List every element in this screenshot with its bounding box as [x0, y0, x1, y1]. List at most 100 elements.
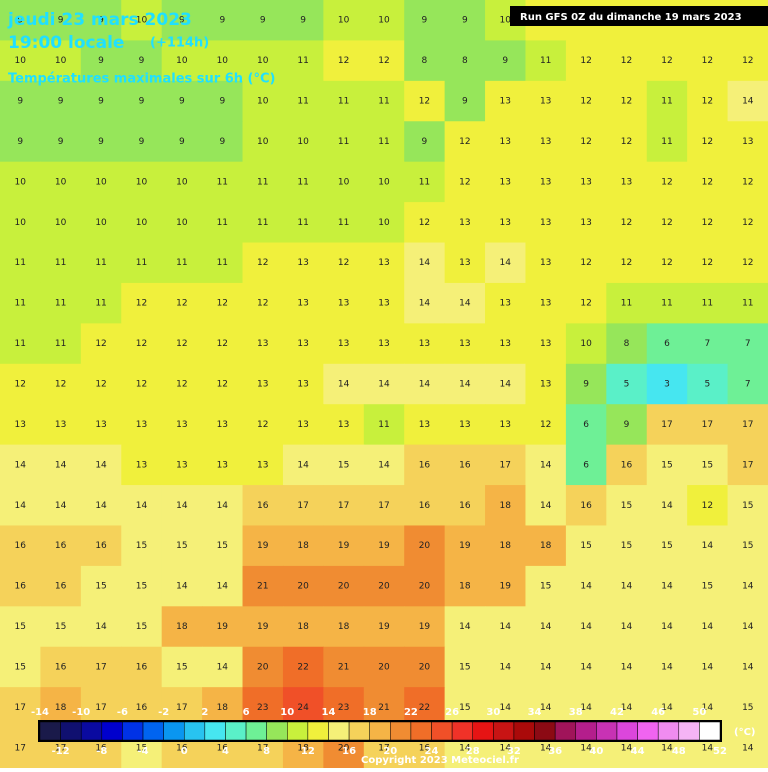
- temp-cell: [444, 606, 486, 648]
- temp-cell: [161, 202, 203, 244]
- temp-value: 10: [338, 16, 350, 26]
- temp-cell: [323, 282, 365, 324]
- temp-cell: [202, 80, 244, 122]
- temp-value: 10: [95, 218, 107, 228]
- temp-cell: [727, 323, 768, 365]
- scale-tick-bottom: 16: [342, 746, 356, 757]
- temp-cell: [363, 565, 405, 607]
- temp-cell: [0, 242, 41, 284]
- scale-swatch: [596, 721, 618, 741]
- scale-tick-bottom: 24: [425, 746, 439, 757]
- temp-value: 19: [338, 541, 350, 551]
- temp-cell: [323, 444, 365, 486]
- temp-cell: [363, 80, 405, 122]
- temp-value: 11: [702, 299, 713, 309]
- temp-cell: [444, 646, 486, 688]
- temp-cell: [0, 0, 41, 41]
- temp-value: 9: [300, 16, 306, 26]
- temp-cell: [485, 444, 526, 486]
- temp-cell: [0, 323, 41, 365]
- temp-value: 15: [136, 622, 147, 632]
- temp-value: 10: [136, 16, 148, 26]
- scale-swatch: [390, 721, 412, 741]
- temp-value: 8: [422, 56, 428, 66]
- run-box: [510, 6, 768, 26]
- temp-cell: [40, 606, 82, 648]
- temp-cell: [242, 161, 284, 203]
- temp-value: 12: [742, 56, 753, 66]
- temp-value: 14: [217, 662, 229, 672]
- temp-cell: [606, 202, 648, 244]
- temp-value: 17: [742, 420, 753, 430]
- scale-swatch: [163, 721, 185, 741]
- temp-value: 12: [176, 339, 187, 349]
- temp-value: 9: [139, 56, 145, 66]
- temp-cell: [565, 121, 607, 163]
- temp-value: 9: [583, 380, 589, 390]
- time: 19:00 locale: [8, 33, 124, 53]
- temp-cell: [363, 121, 405, 163]
- temp-value: 11: [217, 258, 228, 268]
- temp-cell: [444, 282, 486, 324]
- temp-cell: [727, 485, 768, 526]
- temp-value: 8: [624, 339, 630, 349]
- temp-value: 12: [459, 177, 470, 187]
- temp-cell: [323, 0, 365, 41]
- scale-tick-top: 34: [528, 707, 542, 718]
- temp-value: 12: [742, 258, 753, 268]
- temp-value: 19: [459, 541, 471, 551]
- temp-value: 7: [705, 339, 711, 349]
- temp-value: 13: [580, 218, 591, 228]
- temp-cell: [606, 646, 648, 688]
- temp-value: 9: [98, 16, 104, 26]
- temp-cell: [444, 202, 486, 244]
- temp-value: 16: [419, 460, 431, 470]
- temp-value: 15: [702, 460, 713, 470]
- temp-cell: [161, 525, 203, 567]
- temp-value: 10: [176, 218, 188, 228]
- temp-cell: [323, 40, 365, 82]
- temp-cell: [80, 646, 122, 688]
- temp-cell: [727, 80, 768, 122]
- temp-value: 10: [257, 56, 269, 66]
- temp-value: 11: [661, 137, 672, 147]
- temp-value: 14: [540, 622, 552, 632]
- temp-value: 15: [95, 582, 106, 592]
- temp-cell: [646, 242, 688, 284]
- temp-value: 13: [378, 299, 389, 309]
- temp-cell: [40, 161, 82, 203]
- temp-cell: [606, 282, 648, 324]
- temp-cell: [525, 525, 567, 567]
- temp-value: 16: [257, 501, 269, 511]
- temp-value: 12: [702, 137, 713, 147]
- temp-value: 6: [583, 420, 589, 430]
- temp-value: 12: [176, 380, 187, 390]
- temp-value: 9: [17, 97, 23, 107]
- temp-value: 20: [338, 743, 350, 753]
- temp-cell: [646, 161, 688, 203]
- temp-value: 13: [540, 137, 551, 147]
- temp-cell: [161, 565, 203, 607]
- temp-cell: [242, 121, 284, 163]
- scale-tick-top: -2: [158, 707, 169, 718]
- temp-value: 10: [217, 56, 229, 66]
- temp-cell: [161, 0, 203, 41]
- temp-value: 13: [500, 177, 511, 187]
- temp-cell: [161, 363, 203, 405]
- temp-value: 12: [661, 258, 672, 268]
- temp-cell: [727, 282, 768, 324]
- temp-cell: [323, 363, 365, 405]
- temp-cell: [404, 404, 446, 446]
- scale-tick-top: 6: [243, 707, 250, 718]
- temp-value: 14: [500, 703, 512, 713]
- temp-value: 11: [55, 258, 66, 268]
- temp-value: 14: [540, 460, 552, 470]
- temp-value: 13: [176, 420, 187, 430]
- temp-value: 18: [540, 541, 552, 551]
- scale-swatch: [101, 721, 123, 741]
- temp-value: 14: [742, 582, 754, 592]
- temp-value: 13: [540, 177, 551, 187]
- scale-tick-bottom: 4: [222, 746, 229, 757]
- temp-value: 23: [338, 703, 349, 713]
- temp-cell: [323, 121, 365, 163]
